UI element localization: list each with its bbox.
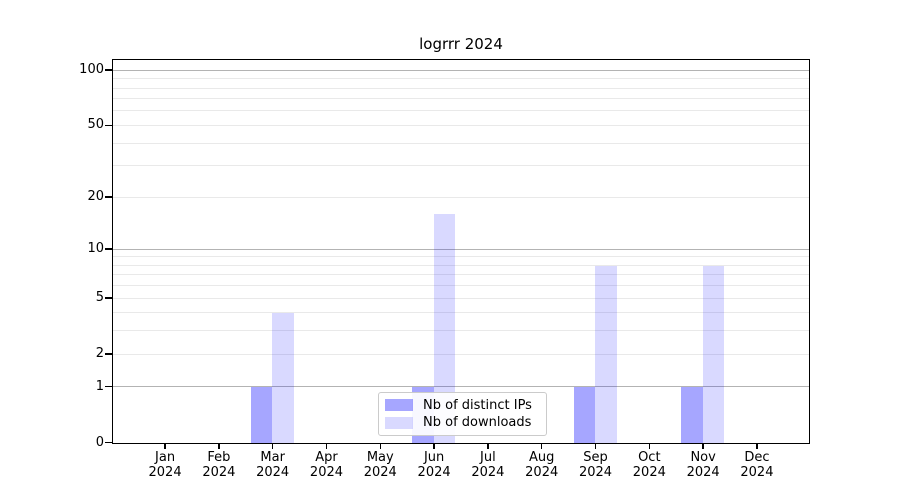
major-gridline xyxy=(113,248,809,250)
x-tick-label: Jan 2024 xyxy=(148,450,182,480)
x-tick-mark xyxy=(271,442,274,449)
minor-gridline xyxy=(113,110,809,112)
y-tick-label: 50 xyxy=(87,117,104,133)
minor-gridline xyxy=(113,256,809,258)
x-axis-labels: Jan 2024 Feb 2024 Mar 2024 Apr 2024 May 2024… xyxy=(0,450,900,490)
legend-item-distinct-ips: Nb of distinct IPs xyxy=(385,398,538,413)
minor-gridline xyxy=(113,353,809,355)
legend: Nb of distinct IPs Nb of downloads xyxy=(378,392,547,436)
minor-gridline xyxy=(113,87,809,89)
minor-gridline xyxy=(113,142,809,144)
legend-label-downloads: Nb of downloads xyxy=(423,415,532,431)
y-tick-label: 1 xyxy=(95,378,104,394)
minor-gridline xyxy=(113,165,809,167)
chart-title: logrrr 2024 xyxy=(419,35,503,53)
bar-distinct-ips xyxy=(250,387,273,443)
y-tick-label: 100 xyxy=(79,62,104,78)
minor-gridline xyxy=(113,297,809,299)
x-tick-label: Feb 2024 xyxy=(202,450,236,480)
y-tick-label: 5 xyxy=(95,290,104,305)
y-tick-mark xyxy=(105,248,112,250)
y-tick-mark xyxy=(105,196,112,198)
y-tick-mark xyxy=(105,297,112,299)
minor-gridline xyxy=(113,274,809,276)
minor-gridline xyxy=(113,330,809,332)
y-tick-mark xyxy=(105,124,112,126)
y-tick-label: 0 xyxy=(95,434,104,450)
y-axis-labels: 100 50 20 10 5 2 1 0 xyxy=(0,59,104,449)
plot-area xyxy=(112,59,810,444)
x-tick-mark xyxy=(702,442,704,449)
y-tick-label: 10 xyxy=(87,241,104,257)
x-tick-mark xyxy=(379,442,381,449)
legend-swatch-downloads xyxy=(385,416,413,429)
major-gridline xyxy=(113,69,809,71)
legend-item-downloads: Nb of downloads xyxy=(385,415,538,430)
bar-downloads xyxy=(595,265,617,443)
minor-gridline xyxy=(113,312,809,314)
x-tick-label: Nov 2024 xyxy=(686,450,720,480)
x-tick-mark xyxy=(541,442,543,449)
x-tick-mark xyxy=(756,442,758,449)
bar-distinct-ips xyxy=(681,387,703,443)
x-tick-label: Jul 2024 xyxy=(471,450,505,480)
y-tick-label: 20 xyxy=(87,188,104,204)
bar-distinct-ips xyxy=(573,387,596,443)
x-tick-label: Dec 2024 xyxy=(740,450,774,480)
x-tick-label: Apr 2024 xyxy=(309,450,344,480)
x-tick-mark xyxy=(594,442,597,449)
minor-gridline xyxy=(113,78,809,80)
x-tick-label: May 2024 xyxy=(363,450,397,480)
bar-downloads xyxy=(702,265,725,443)
y-tick-mark xyxy=(105,385,112,388)
minor-gridline xyxy=(113,98,809,100)
x-tick-mark xyxy=(433,442,435,449)
minor-gridline xyxy=(113,196,809,198)
bar-downloads xyxy=(272,313,294,443)
x-tick-label: Sep 2024 xyxy=(578,450,613,480)
legend-label-distinct-ips: Nb of distinct IPs xyxy=(423,397,532,413)
y-tick-mark xyxy=(105,441,112,444)
bar-downloads xyxy=(433,214,456,443)
minor-gridline xyxy=(113,264,809,266)
x-tick-mark xyxy=(648,442,651,449)
x-tick-label: Aug 2024 xyxy=(525,450,559,480)
x-tick-mark xyxy=(487,442,489,449)
x-tick-label: Jun 2024 xyxy=(417,450,451,480)
x-tick-mark xyxy=(325,442,328,449)
minor-gridline xyxy=(113,124,809,126)
x-tick-mark xyxy=(218,442,220,449)
y-tick-label: 2 xyxy=(95,345,104,361)
y-tick-mark xyxy=(105,69,112,71)
x-tick-label: Oct 2024 xyxy=(632,450,666,480)
x-tick-mark xyxy=(164,442,166,449)
minor-gridline xyxy=(113,285,809,287)
y-tick-mark xyxy=(105,353,112,355)
x-tick-label: Mar 2024 xyxy=(256,450,290,480)
major-gridline xyxy=(113,386,809,388)
legend-swatch-distinct-ips xyxy=(385,399,413,412)
